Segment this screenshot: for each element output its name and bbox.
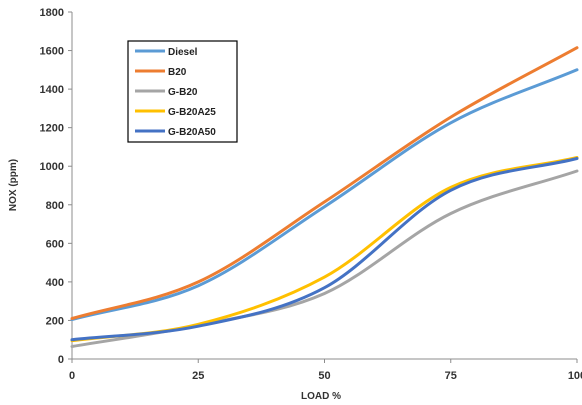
legend-label-g-b20a25: G-B20A25 [168,107,216,118]
y-tick-label: 1000 [40,161,64,173]
series-line-g-b20 [70,169,579,348]
x-tick-label: 0 [69,370,75,382]
y-axis-title: NOX (ppm) [8,159,19,211]
x-tick-label: 25 [192,370,204,382]
legend-label-diesel: Diesel [168,47,198,58]
y-tick-label: 0 [58,354,64,366]
x-axis-title: LOAD % [301,391,341,402]
legend-label-g-b20: G-B20 [168,87,198,98]
y-tick-label: 200 [46,315,64,327]
y-tick-label: 1400 [40,84,64,96]
series-line-g-b20a50 [70,157,579,342]
series-line-diesel [70,68,579,321]
y-tick-label: 1600 [40,46,64,58]
x-tick-label: 50 [318,370,330,382]
x-tick-label: 75 [445,370,457,382]
y-tick-labels: 0 200 400 600 800 1000 1200 1400 1600 1800 [40,7,72,366]
series-line-b20 [70,46,579,320]
x-tick-label: 100 [568,370,582,382]
legend-label-b20: B20 [168,67,187,78]
legend: Diesel B20 G-B20 G-B20A25 G-B20A50 [127,40,238,143]
y-tick-label: 600 [46,238,64,250]
x-tick-labels: 0 25 50 75 100 [69,359,582,382]
series-lines [70,46,579,348]
y-tick-label: 400 [46,277,64,289]
series-line-g-b20a25 [70,156,579,343]
y-tick-label: 800 [46,200,64,212]
y-tick-label: 1200 [40,123,64,135]
legend-label-g-b20a50: G-B20A50 [168,127,216,138]
y-tick-label: 1800 [40,7,64,19]
